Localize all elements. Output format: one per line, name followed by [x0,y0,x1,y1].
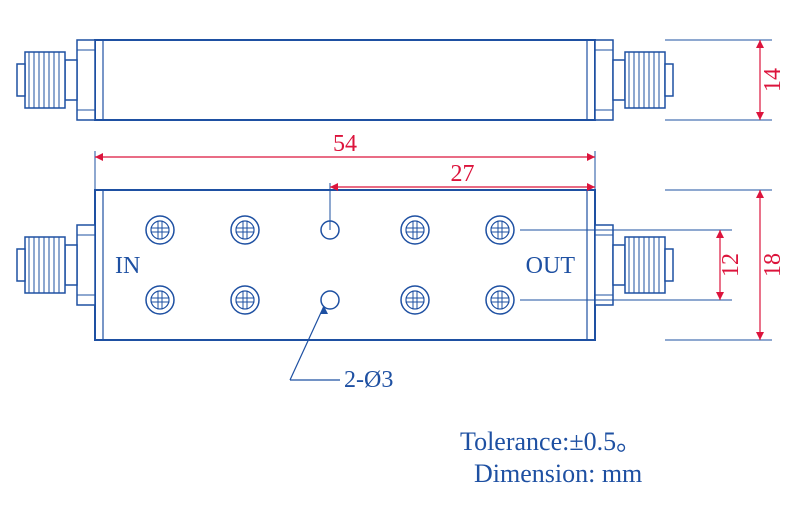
screw-r0-c3 [486,216,514,244]
dim-hole-note: 2-Ø3 [344,367,393,393]
note-tolerance: Tolerance:±0.5。 [460,427,642,456]
note-dimension: Dimension: mm [474,459,642,488]
screw-r1-c2 [401,286,429,314]
bottom-body [95,190,595,340]
screw-r0-c2 [401,216,429,244]
top-left-connector [17,40,95,120]
bottom-view: IN OUT 54 27 18 12 2-Ø3 [17,131,786,393]
screw-r1-c3 [486,286,514,314]
screw-r1-c0 [146,286,174,314]
out-label: OUT [526,253,576,279]
top-view: 14 [17,40,786,120]
in-label: IN [115,253,140,279]
top-right-connector [595,40,673,120]
screw-r0-c0 [146,216,174,244]
dim-width: 54 [333,131,357,157]
dim-hole-spacing: 12 [718,253,744,277]
screw-r1-c1 [231,286,259,314]
dim-side-height: 14 [760,68,786,92]
dim-half-width: 27 [451,161,475,187]
bottom-left-connector [17,225,95,305]
top-body [95,40,595,120]
screw-r0-c1 [231,216,259,244]
dim-height: 18 [760,253,786,277]
bottom-right-connector [595,225,673,305]
